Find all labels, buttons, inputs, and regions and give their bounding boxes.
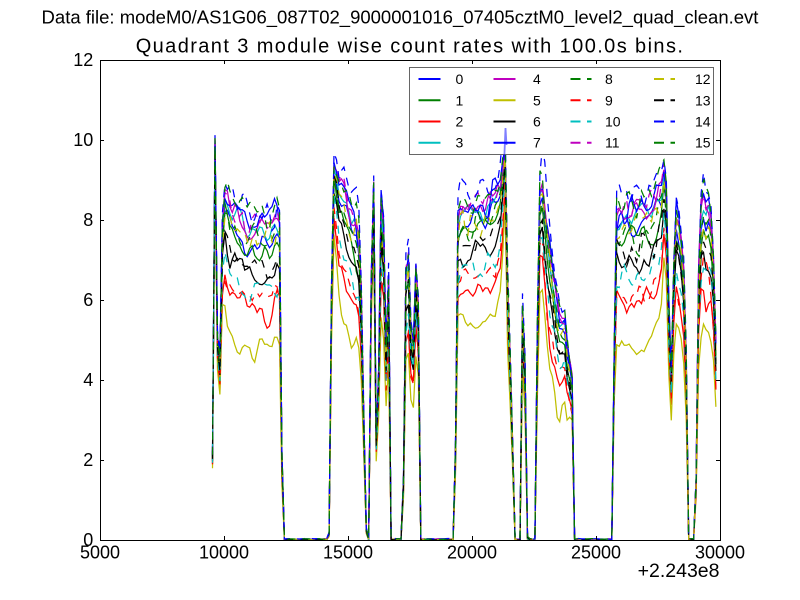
svg-text:11: 11 — [605, 135, 620, 151]
svg-text:3: 3 — [456, 135, 464, 151]
svg-text:14: 14 — [695, 114, 711, 130]
svg-text:10000: 10000 — [199, 543, 249, 563]
svg-text:20000: 20000 — [447, 543, 497, 563]
svg-text:12: 12 — [695, 71, 711, 87]
svg-text:7: 7 — [533, 135, 541, 151]
svg-text:Data file: modeM0/AS1G06_087T0: Data file: modeM0/AS1G06_087T02_90000010… — [42, 7, 759, 29]
svg-text:10: 10 — [605, 114, 621, 130]
svg-text:15000: 15000 — [323, 543, 373, 563]
svg-text:Quadrant 3 module wise count r: Quadrant 3 module wise count rates with … — [136, 36, 685, 58]
svg-text:15: 15 — [695, 135, 711, 151]
svg-text:1: 1 — [456, 92, 464, 108]
svg-text:+2.243e8: +2.243e8 — [638, 560, 720, 582]
svg-text:25000: 25000 — [571, 543, 621, 563]
svg-text:2: 2 — [456, 114, 464, 130]
svg-text:12: 12 — [73, 50, 93, 70]
svg-text:2: 2 — [83, 450, 93, 470]
svg-text:6: 6 — [533, 114, 541, 130]
svg-text:4: 4 — [83, 370, 93, 390]
svg-text:13: 13 — [695, 92, 711, 108]
svg-text:10: 10 — [73, 130, 93, 150]
svg-text:4: 4 — [533, 71, 541, 87]
svg-text:6: 6 — [83, 290, 93, 310]
svg-text:5000: 5000 — [80, 543, 120, 563]
svg-text:30000: 30000 — [695, 543, 745, 563]
svg-text:5: 5 — [533, 92, 541, 108]
svg-text:0: 0 — [83, 530, 93, 550]
svg-text:0: 0 — [456, 71, 464, 87]
svg-text:9: 9 — [605, 92, 613, 108]
svg-text:8: 8 — [605, 71, 613, 87]
svg-text:8: 8 — [83, 210, 93, 230]
